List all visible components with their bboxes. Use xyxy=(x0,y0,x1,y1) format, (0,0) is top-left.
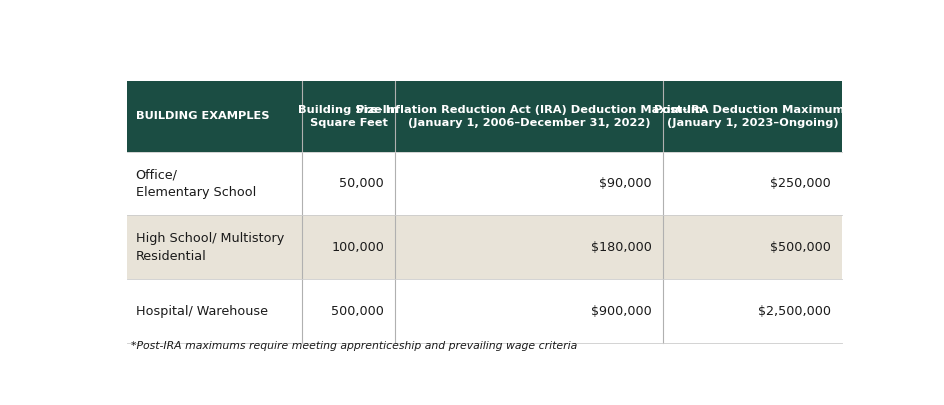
Text: $90,000: $90,000 xyxy=(598,177,651,190)
Bar xyxy=(126,81,841,151)
Bar xyxy=(126,151,841,215)
Text: $500,000: $500,000 xyxy=(769,241,830,254)
Bar xyxy=(126,215,841,279)
Text: Office/
Elementary School: Office/ Elementary School xyxy=(136,168,256,199)
Text: 50,000: 50,000 xyxy=(339,177,383,190)
Text: Post-IRA Deduction Maximum*
(January 1, 2023–Ongoing): Post-IRA Deduction Maximum* (January 1, … xyxy=(653,104,850,128)
Text: High School/ Multistory
Residential: High School/ Multistory Residential xyxy=(136,232,283,263)
Text: $900,000: $900,000 xyxy=(591,305,651,318)
Text: BUILDING EXAMPLES: BUILDING EXAMPLES xyxy=(136,111,269,122)
Text: *Post-IRA maximums require meeting apprenticeship and prevailing wage criteria: *Post-IRA maximums require meeting appre… xyxy=(130,341,576,352)
Text: 500,000: 500,000 xyxy=(330,305,383,318)
Text: $180,000: $180,000 xyxy=(591,241,651,254)
Text: 100,000: 100,000 xyxy=(330,241,383,254)
Text: Building Size In
Square Feet: Building Size In Square Feet xyxy=(298,104,398,128)
Text: $2,500,000: $2,500,000 xyxy=(757,305,830,318)
Text: Pre-Inflation Reduction Act (IRA) Deduction Maximum
(January 1, 2006–December 31: Pre-Inflation Reduction Act (IRA) Deduct… xyxy=(355,104,701,128)
Text: Hospital/ Warehouse: Hospital/ Warehouse xyxy=(136,305,267,318)
Bar xyxy=(126,279,841,343)
Text: $250,000: $250,000 xyxy=(769,177,830,190)
